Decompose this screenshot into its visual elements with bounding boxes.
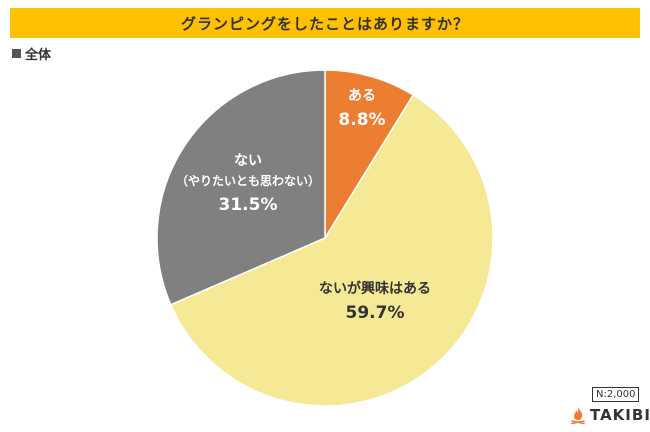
title-bar: グランピングをしたことはありますか？	[10, 8, 640, 38]
slice-label-2: ない （やりたいとも思わない） 31.5%	[176, 151, 320, 219]
slice-name: ないが興味はある	[319, 281, 431, 297]
legend: 全体	[12, 44, 51, 63]
chart-title: グランピングをしたことはありますか？	[180, 14, 469, 33]
slice-name: ない	[233, 153, 262, 169]
slice-label-1: ないが興味はある 59.7%	[319, 279, 431, 327]
campfire-icon	[571, 407, 585, 424]
slice-sublabel: （やりたいとも思わない）	[175, 174, 321, 188]
pie-slice-1	[169, 93, 494, 407]
slice-percent: 8.8%	[338, 110, 386, 130]
brand-logo: TAKIBI	[570, 406, 650, 424]
slice-percent: 59.7%	[345, 303, 405, 323]
slice-label-0: ある 8.8%	[338, 86, 385, 134]
slice-percent: 31.5%	[218, 195, 278, 215]
pie-slice-2	[156, 69, 326, 306]
slice-name: ある	[348, 88, 376, 104]
brand-name: TAKIBI	[590, 406, 650, 424]
pie-slice-0	[324, 69, 415, 241]
sample-size-note: N:2,000	[592, 387, 640, 402]
legend-square-icon	[12, 49, 21, 58]
legend-label: 全体	[25, 48, 52, 63]
